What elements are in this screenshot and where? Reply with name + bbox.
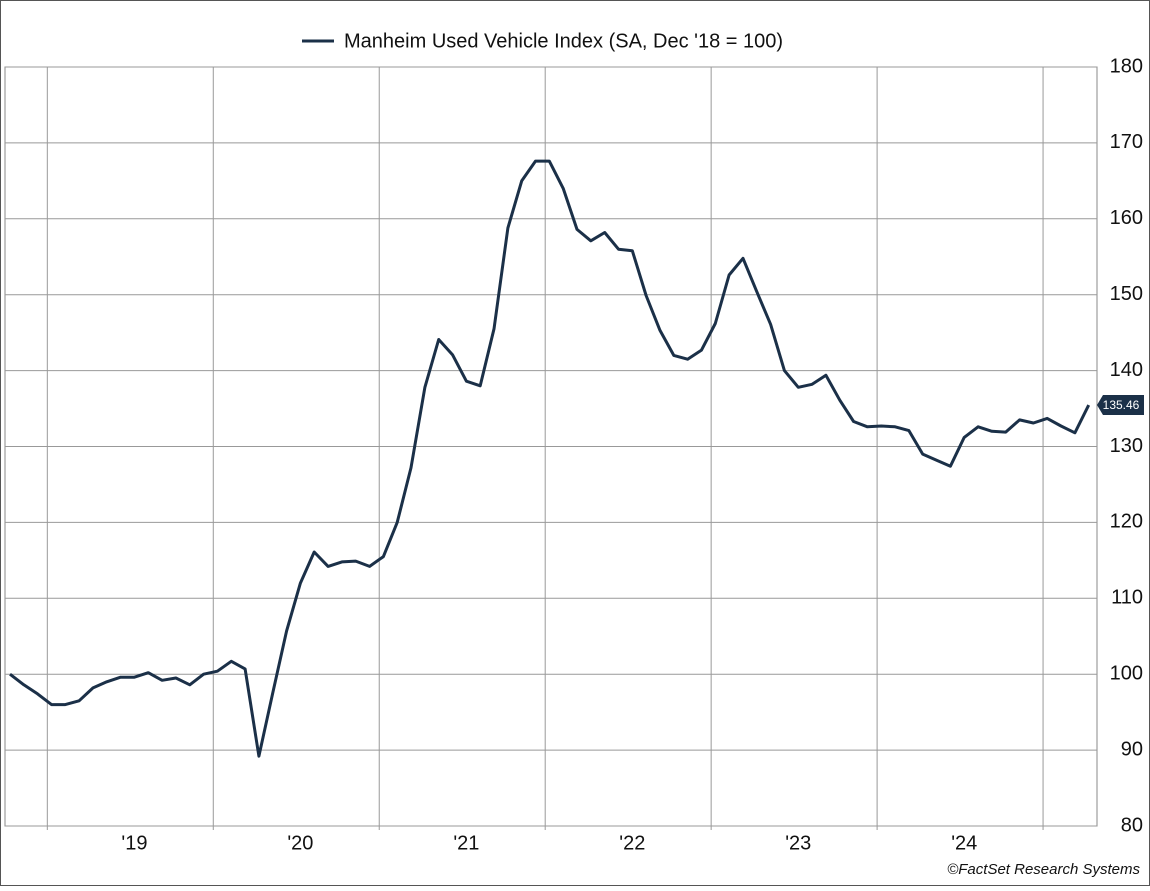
x-tick-label: '22	[619, 832, 645, 854]
last-value-tag	[1097, 395, 1144, 416]
y-tick-label: 120	[1110, 511, 1143, 533]
x-tick-label: '24	[951, 832, 977, 854]
legend-label: Manheim Used Vehicle Index (SA, Dec '18 …	[344, 30, 783, 52]
x-tick-label: '20	[287, 832, 313, 854]
y-tick-label: 170	[1110, 131, 1143, 153]
y-tick-label: 160	[1110, 207, 1143, 229]
last-value-label: 135.46	[1103, 398, 1140, 412]
x-tick-label: '23	[785, 832, 811, 854]
x-tick-label: '19	[121, 832, 147, 854]
y-tick-label: 150	[1110, 283, 1143, 305]
series-line	[9, 159, 1091, 758]
y-tick-label: 130	[1110, 435, 1143, 457]
y-tick-label: 100	[1110, 662, 1143, 684]
y-tick-label: 110	[1111, 587, 1143, 609]
y-tick-label: 80	[1121, 814, 1143, 836]
x-tick-label: '21	[453, 832, 479, 854]
y-tick-label: 180	[1110, 55, 1143, 77]
source-credit: ©FactSet Research Systems	[947, 861, 1140, 878]
y-tick-label: 140	[1110, 359, 1143, 381]
y-tick-label: 90	[1121, 738, 1143, 760]
